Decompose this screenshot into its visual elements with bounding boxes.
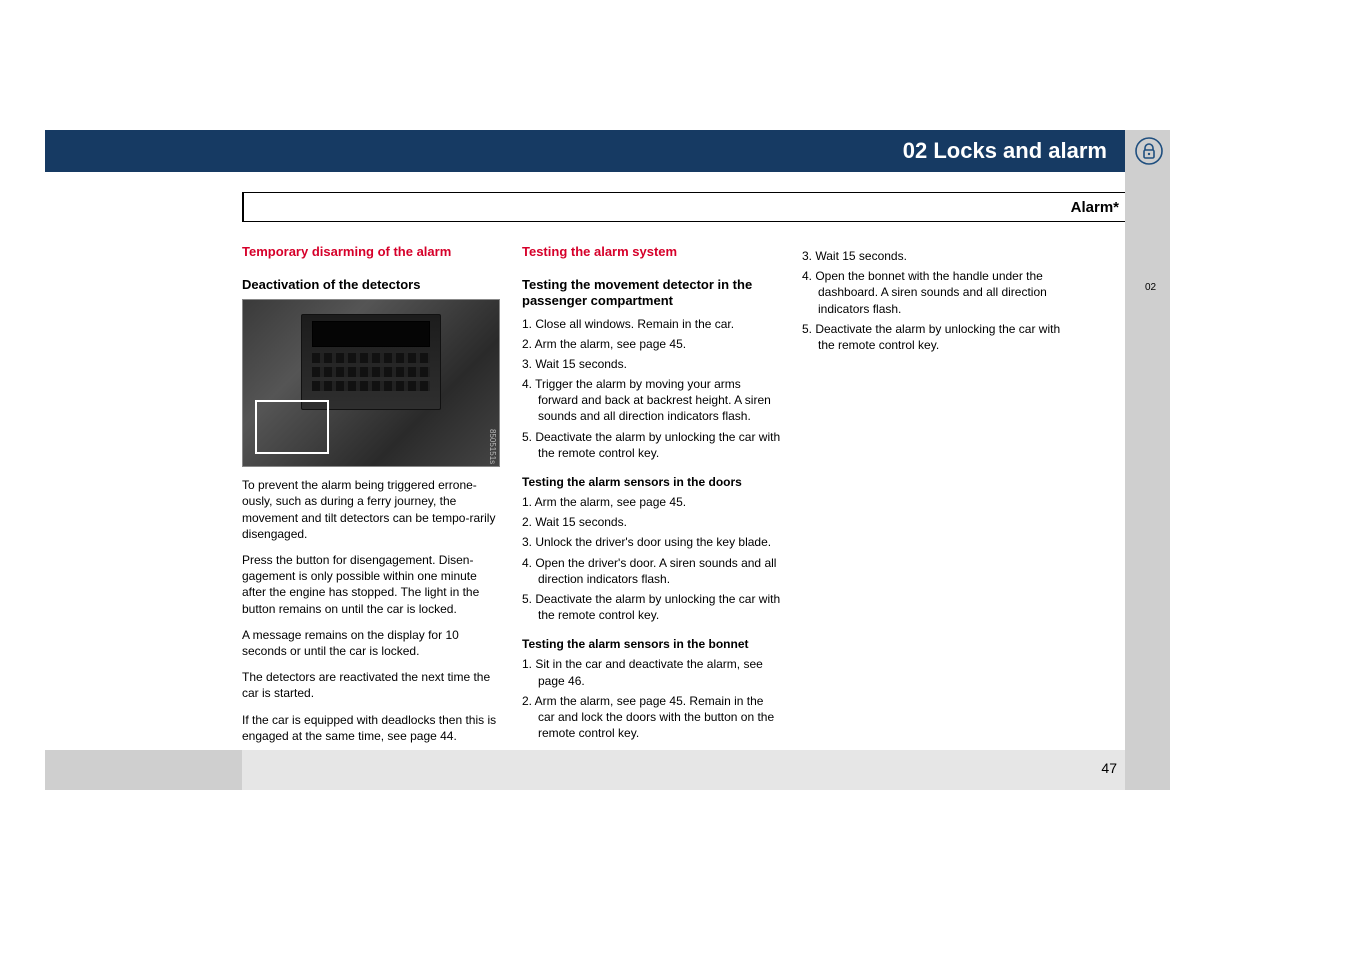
list-item: 4. Open the bonnet with the handle under… (802, 268, 1062, 317)
column-2: Testing the alarm system Testing the mov… (522, 244, 782, 754)
right-margin-strip (1125, 130, 1170, 790)
list-item: 5. Deactivate the alarm by unlocking the… (522, 429, 782, 461)
section-tab-label: 02 (1145, 282, 1156, 293)
col1-subheading: Deactivation of the detectors (242, 277, 502, 293)
list-item: 4. Open the driver's door. A siren sound… (522, 555, 782, 587)
figure-console (301, 314, 441, 410)
list-item: 3. Unlock the driver's door using the ke… (522, 534, 782, 550)
col1-para: The detectors are reactivated the next t… (242, 669, 502, 701)
chapter-header: 02 Locks and alarm (45, 130, 1125, 172)
list-item: 1. Close all windows. Remain in the car. (522, 316, 782, 332)
col3-list: 3. Wait 15 seconds. 4. Open the bonnet w… (802, 248, 1062, 353)
col1-para: Press the button for disengagement. Dise… (242, 552, 502, 617)
list-item: 5. Deactivate the alarm by unlocking the… (522, 591, 782, 623)
col1-para: A message remains on the display for 10 … (242, 627, 502, 659)
col1-para: To prevent the alarm being triggered err… (242, 477, 502, 542)
section-tab: 02 (1133, 272, 1168, 302)
section-header-row: Alarm* (242, 192, 1125, 222)
list-item: 2. Arm the alarm, see page 45. (522, 336, 782, 352)
col2-sub3-list: 1. Sit in the car and deactivate the ala… (522, 656, 782, 741)
lock-icon (1130, 132, 1168, 170)
list-item: 5. Deactivate the alarm by unlocking the… (802, 321, 1062, 353)
content-columns: Temporary disarming of the alarm Deactiv… (242, 244, 1062, 754)
col1-heading: Temporary disarming of the alarm (242, 244, 502, 259)
chapter-title: 02 Locks and alarm (903, 138, 1107, 164)
footer-left-strip (45, 750, 242, 790)
column-3: 3. Wait 15 seconds. 4. Open the bonnet w… (802, 244, 1062, 754)
col1-para: If the car is equipped with deadlocks th… (242, 712, 502, 744)
list-item: 3. Wait 15 seconds. (522, 356, 782, 372)
section-header-left-rule (242, 193, 244, 221)
figure-caption: 8505151s (488, 429, 497, 464)
section-title: Alarm* (1071, 199, 1119, 216)
list-item: 1. Arm the alarm, see page 45. (522, 494, 782, 510)
col2-sub1-list: 1. Close all windows. Remain in the car.… (522, 316, 782, 462)
list-item: 1. Sit in the car and deactivate the ala… (522, 656, 782, 688)
column-1: Temporary disarming of the alarm Deactiv… (242, 244, 502, 754)
list-item: 4. Trigger the alarm by moving your arms… (522, 376, 782, 425)
footer-strip (242, 750, 1125, 790)
col2-heading: Testing the alarm system (522, 244, 782, 259)
dashboard-figure: 8505151s (242, 299, 500, 467)
col2-sub3-title: Testing the alarm sensors in the bonnet (522, 637, 782, 652)
list-item: 2. Wait 15 seconds. (522, 514, 782, 530)
page-number: 47 (1101, 760, 1117, 776)
col2-sub2-title: Testing the alarm sensors in the doors (522, 475, 782, 490)
list-item: 3. Wait 15 seconds. (802, 248, 1062, 264)
list-item: 2. Arm the alarm, see page 45. Remain in… (522, 693, 782, 742)
col2-sub2-list: 1. Arm the alarm, see page 45. 2. Wait 1… (522, 494, 782, 623)
col2-sub1-title: Testing the movement detector in the pas… (522, 277, 782, 310)
